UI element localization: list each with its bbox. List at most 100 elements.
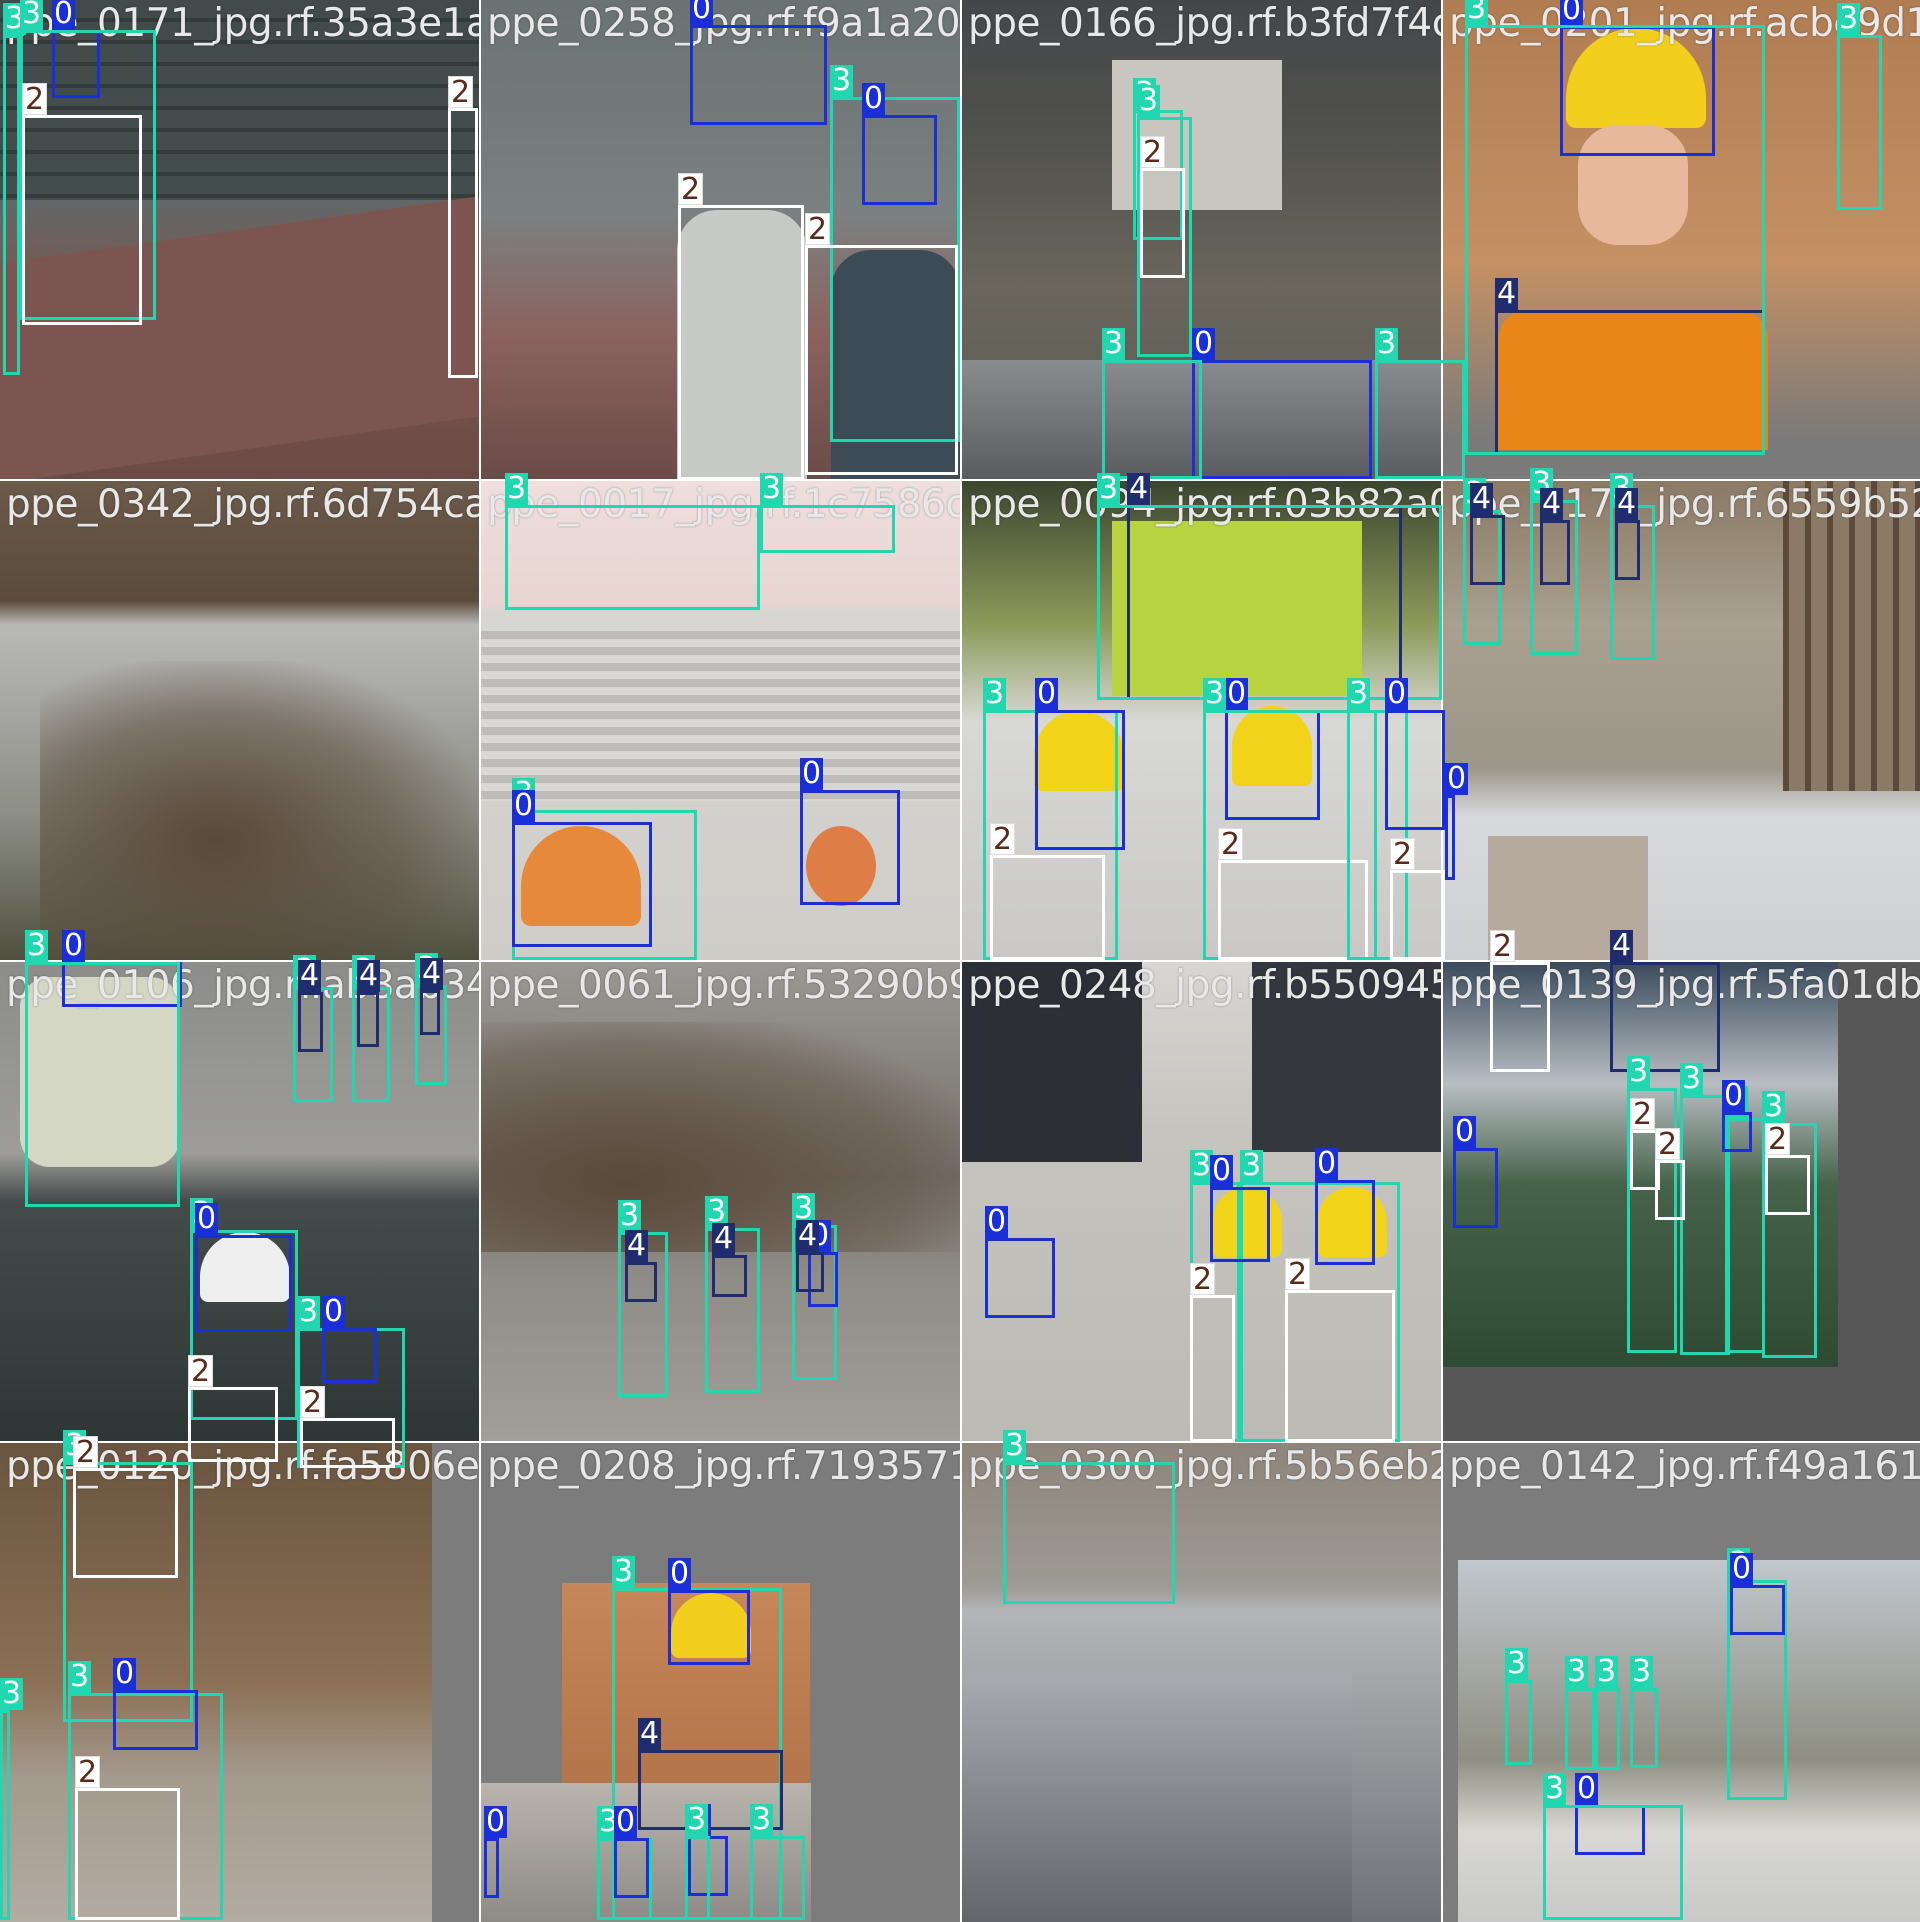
tile-filename: ppe_0208_jpg.rf.7193571fb06 bbox=[487, 1444, 960, 1489]
bounding-box bbox=[1627, 1088, 1677, 1353]
class-label: 0 bbox=[1192, 326, 1216, 361]
bounding-box bbox=[195, 1235, 292, 1332]
class-label: 0 bbox=[985, 1204, 1009, 1239]
bounding-box bbox=[668, 1590, 750, 1665]
class-label: 3 bbox=[618, 1198, 642, 1233]
tile-filename: ppe_0017_jpg.rf.1c7586c3 bbox=[487, 482, 960, 527]
tile-filename: ppe_0175_jpg.rf.6559b52399a1 bbox=[1449, 482, 1920, 527]
bounding-box bbox=[448, 108, 478, 378]
class-label: 3 bbox=[1203, 676, 1227, 711]
tile-4: ppe_0201_jpg.rf.acbe9d12 bbox=[1443, 0, 1920, 479]
class-label: 3 bbox=[830, 63, 854, 98]
bounding-box bbox=[1390, 870, 1445, 960]
bounding-box bbox=[800, 790, 900, 905]
bounding-box bbox=[1453, 1148, 1498, 1228]
class-label: 4 bbox=[357, 958, 381, 993]
bounding-box bbox=[1595, 1688, 1620, 1770]
class-label: 3 bbox=[1565, 1654, 1589, 1689]
tile-filename: ppe_0106_jpg.rf.ab8ab34e1 bbox=[6, 963, 479, 1008]
bounding-box bbox=[1505, 1680, 1532, 1765]
class-label: 2 bbox=[75, 1756, 101, 1789]
bounding-box bbox=[1003, 1462, 1175, 1604]
bounding-box bbox=[1192, 360, 1372, 479]
class-label: 2 bbox=[1765, 1123, 1791, 1156]
ceiling-slats bbox=[481, 631, 960, 801]
class-label: 4 bbox=[1495, 276, 1519, 311]
class-label: 0 bbox=[800, 756, 824, 791]
bounding-box bbox=[3, 35, 20, 375]
photo bbox=[1443, 962, 1838, 1367]
bounding-box bbox=[1137, 117, 1192, 357]
class-label: 4 bbox=[420, 956, 444, 991]
class-label: 4 bbox=[298, 958, 322, 993]
bounding-box bbox=[300, 1418, 395, 1468]
class-label: 3 bbox=[1505, 1646, 1529, 1681]
class-label: 0 bbox=[1722, 1078, 1746, 1113]
class-label: 2 bbox=[300, 1386, 326, 1419]
class-label: 3 bbox=[705, 1194, 729, 1229]
bounding-box bbox=[1490, 962, 1550, 1072]
class-label: 3 bbox=[68, 1659, 92, 1694]
sky bbox=[962, 1673, 1352, 1922]
bounding-box bbox=[1210, 1187, 1270, 1262]
bounding-box bbox=[357, 992, 379, 1047]
tile-6: ppe_0017_jpg.rf.1c7586c3 bbox=[481, 481, 960, 960]
bounding-box bbox=[1722, 1112, 1752, 1152]
helmet-orange bbox=[806, 826, 876, 906]
class-label: 0 bbox=[614, 1804, 638, 1839]
class-label: 3 bbox=[983, 676, 1007, 711]
class-label: 3 bbox=[1595, 1654, 1619, 1689]
class-label: 0 bbox=[690, 0, 714, 25]
worker-shirt bbox=[677, 210, 807, 479]
bounding-box bbox=[1765, 1155, 1810, 1215]
bounding-box bbox=[1218, 860, 1368, 960]
class-label: 0 bbox=[862, 81, 886, 116]
class-label: 0 bbox=[1453, 1114, 1477, 1149]
bounding-box bbox=[1837, 35, 1882, 210]
bounding-box bbox=[1285, 1290, 1395, 1442]
bounding-box bbox=[322, 1328, 377, 1383]
class-label: 0 bbox=[1385, 676, 1409, 711]
tile-16: ppe_0142_jpg.rf.f49a161480 bbox=[1443, 1443, 1920, 1922]
bounding-box bbox=[1730, 1585, 1785, 1635]
bounding-box bbox=[512, 822, 652, 947]
bounding-box bbox=[63, 1462, 193, 1722]
class-label: 3 bbox=[1240, 1148, 1264, 1183]
class-label: 2 bbox=[188, 1355, 214, 1388]
bounding-box bbox=[750, 1836, 805, 1920]
tile-filename: ppe_0166_jpg.rf.b3fd7f4c3ff bbox=[968, 1, 1441, 46]
class-label: 3 bbox=[685, 1802, 709, 1837]
class-label: 0 bbox=[1035, 676, 1059, 711]
class-label: 0 bbox=[1210, 1153, 1234, 1188]
bounding-box bbox=[1097, 505, 1442, 700]
bounding-box bbox=[1102, 360, 1202, 479]
tile-filename: ppe_0094_jpg.rf.03b82a0a2d bbox=[968, 482, 1441, 527]
class-label: 0 bbox=[484, 1804, 508, 1839]
class-label: 2 bbox=[1190, 1263, 1216, 1296]
trees bbox=[40, 661, 479, 960]
class-label: 0 bbox=[62, 928, 86, 963]
class-label: 3 bbox=[1190, 1148, 1214, 1183]
tile-filename: ppe_0300_jpg.rf.5b56eb22b bbox=[968, 1444, 1441, 1489]
photo bbox=[1458, 1560, 1920, 1922]
bounding-box bbox=[190, 1230, 298, 1420]
bounding-box bbox=[1630, 1688, 1658, 1768]
class-label: 3 bbox=[1137, 83, 1161, 118]
class-label: 3 bbox=[1102, 326, 1126, 361]
class-label: 3 bbox=[1680, 1061, 1704, 1096]
bounding-box bbox=[1445, 795, 1455, 880]
class-label: 3 bbox=[297, 1294, 321, 1329]
vest bbox=[1498, 310, 1768, 450]
tile-15: ppe_0300_jpg.rf.5b56eb22b bbox=[962, 1443, 1441, 1922]
class-label: 4 bbox=[625, 1228, 649, 1263]
bounding-box bbox=[298, 992, 323, 1052]
bounding-box bbox=[1315, 1180, 1375, 1265]
tile-14: ppe_0208_jpg.rf.7193571fb06 bbox=[481, 1443, 960, 1922]
class-label: 0 bbox=[512, 788, 536, 823]
bounding-box bbox=[690, 25, 827, 125]
bounding-box bbox=[75, 1788, 180, 1920]
suit bbox=[962, 962, 1142, 1162]
class-label: 2 bbox=[73, 1436, 99, 1469]
tile-1: ppe_0171_jpg.rf.35a3e1a3 bbox=[0, 0, 479, 479]
tile-filename: ppe_0139_jpg.rf.5fa01db2b bbox=[1449, 963, 1920, 1008]
